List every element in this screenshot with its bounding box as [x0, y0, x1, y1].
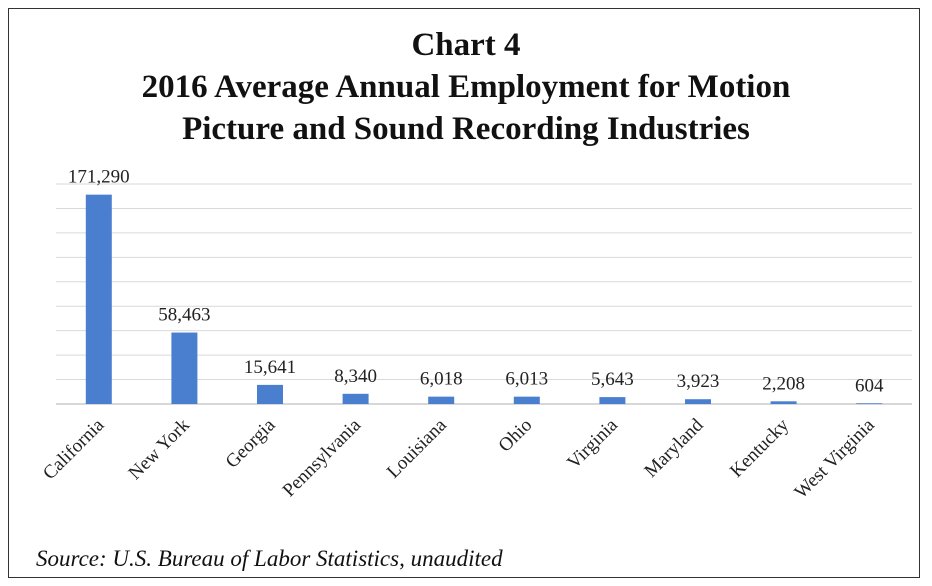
bar-pennsylvania [342, 393, 369, 404]
x-tick-label: New York [125, 414, 195, 484]
chart-title-line-3: Picture and Sound Recording Industries [182, 111, 750, 147]
bar-kentucky [770, 401, 797, 404]
data-label: 2,208 [762, 373, 805, 394]
x-tick-label: Louisiana [383, 414, 451, 482]
x-tick-label: Maryland [640, 414, 707, 481]
bar-maryland [685, 399, 711, 404]
x-tick-label: California [39, 414, 109, 484]
data-label: 3,923 [677, 371, 720, 392]
bar-louisiana [428, 396, 455, 404]
data-label: 604 [855, 375, 884, 396]
source-note: Source: U.S. Bureau of Labor Statistics,… [36, 546, 503, 571]
chart-frame [8, 8, 920, 578]
x-tick-label: Pennsylvania [279, 414, 366, 501]
data-label: 6,013 [505, 369, 548, 390]
bar-virginia [599, 397, 626, 404]
bar-new-york [171, 332, 198, 404]
data-label: 5,643 [591, 369, 634, 390]
bar-georgia [257, 384, 283, 404]
bar-california [85, 194, 112, 404]
data-label: 58,463 [158, 305, 210, 326]
x-tick-label: Virginia [563, 414, 622, 473]
data-label: 15,641 [244, 357, 296, 378]
chart-title-line-2: 2016 Average Annual Employment for Motio… [141, 69, 791, 105]
bar-ohio [513, 396, 540, 404]
chart-title-line-1: Chart 4 [411, 27, 521, 63]
x-tick-label: Kentucky [726, 414, 793, 481]
chart-title: Chart 4 2016 Average Annual Employment f… [0, 24, 932, 150]
data-label: 171,290 [68, 167, 130, 188]
x-tick-label: Georgia [222, 414, 280, 472]
data-label: 8,340 [334, 366, 377, 387]
x-tick-label: Ohio [495, 415, 537, 457]
bar-west-virginia [856, 403, 883, 405]
data-label: 6,018 [420, 369, 463, 390]
x-tick-label: West Virginia [791, 414, 880, 503]
